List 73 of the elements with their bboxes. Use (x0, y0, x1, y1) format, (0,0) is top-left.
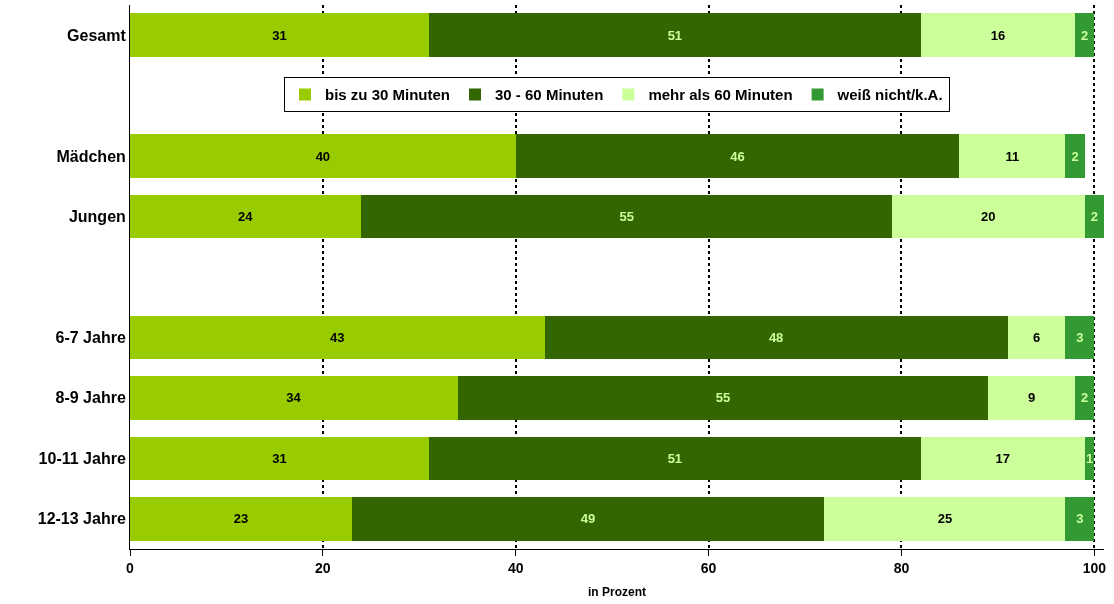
data-label: 2 (1081, 27, 1089, 43)
bar (1065, 497, 1095, 541)
data-label: 3 (1076, 329, 1084, 345)
data-label: 46 (730, 148, 745, 164)
data-label: 2 (1081, 390, 1089, 406)
data-label: 51 (667, 27, 683, 43)
bar (891, 194, 1085, 239)
bar (130, 315, 545, 360)
data-label: 34 (286, 390, 302, 406)
x-tick-label: 100 (1082, 559, 1107, 576)
data-label: 40 (315, 148, 331, 164)
bar (428, 13, 921, 57)
data-label: 3 (1076, 511, 1084, 527)
bar (920, 13, 1076, 57)
bar (1084, 194, 1104, 239)
legend-label: bis zu 30 Minuten (325, 86, 451, 104)
bar (130, 376, 458, 420)
data-label: 20 (981, 209, 996, 225)
bar (130, 13, 429, 57)
bar (130, 497, 352, 541)
bar (1075, 13, 1095, 57)
bar (515, 134, 960, 178)
bar (428, 436, 921, 481)
bar (457, 376, 989, 420)
bar (1065, 134, 1085, 178)
data-label: 1 (1085, 450, 1094, 466)
x-tick-label: 20 (315, 559, 331, 576)
bar (824, 497, 1066, 541)
data-label: 55 (619, 209, 634, 225)
data-label: 2 (1071, 148, 1079, 164)
data-label: 49 (580, 511, 596, 527)
legend-label: mehr als 60 Minuten (648, 86, 793, 104)
data-label: 11 (1005, 148, 1020, 164)
y-tick-label: 12-13 Jahre (37, 510, 126, 528)
data-label: 16 (990, 27, 1006, 43)
y-tick-label: Jungen (68, 208, 126, 226)
bar (988, 376, 1076, 420)
x-tick-label: 40 (507, 559, 524, 576)
bar (361, 194, 892, 239)
bar (130, 194, 362, 239)
bar (351, 497, 825, 541)
bar (920, 436, 1085, 481)
data-label: 51 (667, 450, 683, 466)
x-tick-label: 0 (126, 559, 135, 576)
bar (1007, 315, 1066, 360)
legend-label: weiß nicht/k.A. (836, 86, 943, 104)
data-label: 23 (233, 511, 249, 527)
bar (544, 315, 1008, 360)
y-tick-label: 8-9 Jahre (55, 389, 126, 407)
data-label: 25 (937, 511, 953, 527)
data-label: 31 (272, 450, 287, 466)
bar (1075, 376, 1095, 420)
x-tick-label: 60 (700, 559, 717, 576)
data-label: 9 (1028, 390, 1036, 406)
data-label: 6 (1032, 329, 1041, 345)
bar (1065, 315, 1095, 360)
bar (130, 134, 516, 178)
data-label: 31 (272, 27, 287, 43)
data-label: 17 (995, 450, 1010, 466)
y-tick-label: Gesamt (67, 26, 127, 44)
bar (959, 134, 1066, 178)
data-label: 43 (330, 329, 345, 345)
data-label: 55 (715, 390, 731, 406)
data-label: 2 (1090, 209, 1098, 225)
y-tick-label: 10-11 Jahre (38, 449, 126, 467)
data-label: 48 (768, 329, 784, 345)
data-label: 24 (238, 209, 254, 225)
bar (130, 436, 429, 481)
legend-label: 30 - 60 Minuten (495, 86, 604, 104)
x-axis-title: in Prozent (587, 584, 647, 599)
y-tick-label: 6-7 Jahre (55, 329, 126, 347)
y-tick-label: Mädchen (56, 147, 126, 165)
x-tick-label: 80 (893, 559, 910, 576)
